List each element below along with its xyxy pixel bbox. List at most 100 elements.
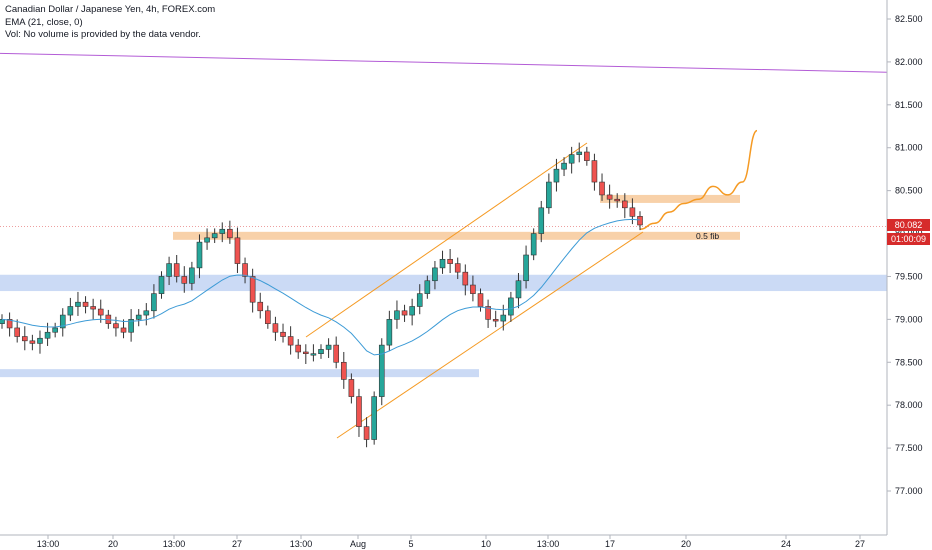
- candle-body: [500, 314, 507, 322]
- candle-body: [523, 254, 529, 282]
- zone-rect: [173, 231, 740, 240]
- candle-body: [538, 207, 545, 234]
- price-tick-label: 80.500: [895, 186, 923, 196]
- last-price-tag: 80.082: [887, 219, 930, 231]
- time-tick-label: 17: [605, 539, 615, 549]
- candle-body: [166, 263, 172, 277]
- price-tick-label: 79.500: [895, 271, 923, 281]
- candle-body: [454, 263, 461, 273]
- time-tick-label: 27: [232, 539, 242, 549]
- candle-body: [287, 336, 294, 346]
- candle-body: [90, 306, 96, 310]
- candle-body: [591, 160, 598, 183]
- candle-body: [394, 310, 400, 320]
- time-tick-label: 13:00: [537, 539, 560, 549]
- candle-body: [492, 319, 499, 322]
- candle-body: [432, 267, 438, 282]
- chart-legend: Canadian Dollar / Japanese Yen, 4h, FORE…: [5, 4, 215, 42]
- candle-body: [333, 344, 339, 363]
- candle-body: [568, 154, 575, 164]
- price-tick-label: 79.000: [895, 314, 923, 324]
- candle-body: [340, 361, 347, 380]
- candle-body: [462, 271, 469, 286]
- candle-body: [508, 297, 514, 316]
- candle-body: [303, 351, 309, 354]
- candle-body: [371, 396, 377, 440]
- candle-body: [530, 233, 537, 256]
- candle-body: [272, 323, 279, 333]
- candle-body: [128, 319, 134, 333]
- candle-body: [576, 151, 583, 155]
- candle-body: [82, 301, 89, 307]
- candle-body: [409, 306, 415, 316]
- legend-title: Canadian Dollar / Japanese Yen, 4h, FORE…: [5, 4, 216, 15]
- candle-body: [227, 228, 233, 239]
- time-tick-label: Aug: [350, 539, 366, 549]
- candle-body: [75, 301, 81, 307]
- candle-body: [59, 314, 66, 329]
- time-tick-label: 27: [855, 539, 865, 549]
- time-tick-label: 10: [481, 539, 491, 549]
- candle-body: [348, 379, 355, 397]
- candle-body: [363, 426, 370, 440]
- candle-body: [158, 276, 165, 294]
- price-tick-label: 81.000: [895, 143, 923, 153]
- candle-body: [181, 276, 188, 284]
- candle-body: [401, 310, 408, 316]
- candle-body: [584, 151, 590, 161]
- candle-body: [6, 319, 13, 329]
- candle-body: [637, 216, 643, 226]
- candle-body: [470, 284, 476, 294]
- chart-drawings: [0, 52, 888, 439]
- price-tick-label: 82.000: [895, 57, 923, 67]
- price-tick-label: 81.500: [895, 100, 923, 110]
- price-tick-label: 77.000: [895, 486, 923, 496]
- zone-rect: [600, 194, 740, 203]
- candle-body: [67, 306, 74, 316]
- candle-body: [599, 181, 605, 196]
- candles: [0, 142, 643, 448]
- candle-body: [211, 233, 218, 239]
- candle-body: [318, 349, 324, 354]
- price-tick-label: 78.000: [895, 400, 923, 410]
- price-axis: 82.50082.00081.50081.00080.50080.00079.5…: [886, 0, 923, 535]
- candle-body: [280, 331, 286, 337]
- candle-body: [97, 308, 104, 316]
- candle-body: [189, 267, 195, 284]
- candle-body: [135, 314, 142, 320]
- candle-body: [629, 207, 636, 217]
- ema-line: [1, 218, 641, 356]
- candle-body: [0, 319, 5, 324]
- zone-rect: [0, 274, 887, 292]
- ema-path: [1, 218, 641, 356]
- bar-countdown-tag: 01:00:09: [887, 233, 930, 245]
- candle-body: [257, 301, 264, 312]
- time-tick-label: 13:00: [290, 539, 313, 549]
- candle-body: [14, 327, 20, 337]
- price-tick-label: 82.500: [895, 14, 923, 24]
- price-tick-label: 77.500: [895, 443, 923, 453]
- candle-body: [44, 331, 51, 339]
- candle-body: [265, 310, 271, 324]
- candle-body: [386, 319, 393, 346]
- candle-body: [249, 276, 256, 303]
- time-tick-label: 13:00: [37, 539, 60, 549]
- time-tick-label: 20: [108, 539, 118, 549]
- candle-body: [204, 237, 210, 243]
- zone-rect: [0, 369, 479, 378]
- candle-body: [447, 258, 453, 264]
- candle-body: [325, 344, 332, 350]
- candle-body: [310, 353, 317, 356]
- candle-body: [173, 263, 180, 277]
- time-tick-label: 5: [408, 539, 413, 549]
- price-tick-label: 78.500: [895, 357, 923, 367]
- candle-body: [143, 310, 150, 316]
- candle-body: [515, 280, 522, 299]
- chart-zones: 0.5 fib: [0, 194, 887, 378]
- candle-body: [606, 194, 613, 200]
- legend-ema: EMA (21, close, 0): [5, 16, 83, 28]
- time-tick-label: 13:00: [163, 539, 186, 549]
- candle-body: [561, 162, 567, 170]
- candle-body: [37, 337, 43, 344]
